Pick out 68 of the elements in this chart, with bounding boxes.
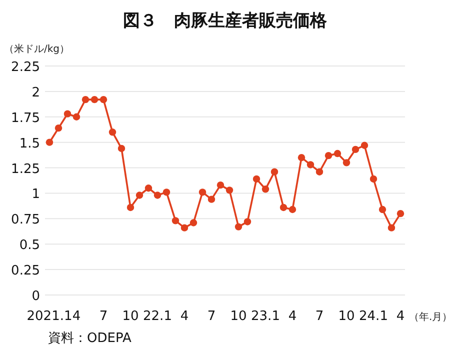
point xyxy=(208,196,216,203)
y-tick-label: 1.5 xyxy=(19,136,40,152)
point xyxy=(46,138,54,146)
point xyxy=(342,159,350,166)
x-tick-label: 4 xyxy=(72,309,81,324)
point xyxy=(252,175,260,183)
point xyxy=(108,128,116,136)
point xyxy=(190,219,198,226)
point xyxy=(180,224,188,232)
x-tick-label: 7 xyxy=(99,309,108,324)
point xyxy=(54,124,62,132)
point xyxy=(154,192,162,199)
point xyxy=(280,204,288,212)
point xyxy=(388,224,396,232)
y-axis-title: （米ドル/kg） xyxy=(4,43,70,55)
point xyxy=(136,192,144,199)
point xyxy=(64,110,72,118)
y-tick-label: 1.25 xyxy=(11,162,40,177)
y-tick-label: 1 xyxy=(32,187,40,202)
point xyxy=(72,113,80,120)
point xyxy=(226,186,234,194)
x-tick-label: 10 xyxy=(230,309,247,324)
y-tick-label: 0.75 xyxy=(11,212,40,228)
point xyxy=(316,168,324,176)
x-tick-label: 24.1 xyxy=(359,309,388,324)
y-tick-label: 2.25 xyxy=(11,60,40,75)
point xyxy=(360,142,368,149)
x-tick-label: 4 xyxy=(396,309,405,324)
x-tick-label: 2021.1 xyxy=(26,309,72,324)
point xyxy=(172,217,180,224)
y-tick-label: 1.75 xyxy=(11,110,40,126)
x-tick-label: 10 xyxy=(338,309,355,324)
point xyxy=(100,96,108,104)
x-tick-label: 7 xyxy=(207,309,216,324)
point xyxy=(262,186,270,193)
point xyxy=(82,96,90,104)
point xyxy=(378,206,386,214)
point xyxy=(370,175,378,183)
y-tick-label: 0.25 xyxy=(11,264,40,279)
x-tick-label: 4 xyxy=(288,309,297,324)
point xyxy=(306,161,314,168)
point xyxy=(118,144,126,152)
point xyxy=(90,96,98,104)
x-axis-title: （年.月） xyxy=(409,311,450,323)
point xyxy=(162,188,170,196)
point xyxy=(298,154,306,162)
point xyxy=(334,150,342,158)
point xyxy=(396,210,404,218)
x-tick-label: 22.1 xyxy=(143,309,172,324)
y-tick-label: 2 xyxy=(32,85,40,100)
chart-title: 図３ 肉豚生産者販売価格 xyxy=(123,11,328,31)
point xyxy=(352,146,360,154)
text: 資料：ODEPA xyxy=(48,331,132,346)
y-tick-label: 0.5 xyxy=(19,238,40,254)
y-tick-label: 0 xyxy=(32,289,40,304)
x-tick-label: 7 xyxy=(315,309,324,324)
point xyxy=(216,181,224,189)
x-tick-label: 23.1 xyxy=(251,309,280,324)
point xyxy=(234,223,242,230)
point xyxy=(244,218,252,226)
point xyxy=(270,168,278,176)
point xyxy=(324,152,332,160)
point xyxy=(198,188,206,196)
point xyxy=(126,204,134,212)
point xyxy=(288,206,296,214)
point xyxy=(144,184,152,192)
x-tick-label: 10 xyxy=(122,309,139,324)
x-tick-label: 4 xyxy=(180,309,189,324)
